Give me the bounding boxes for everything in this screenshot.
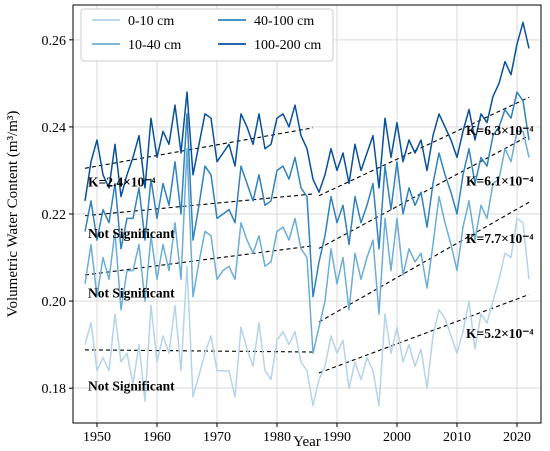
x-tick-label-1970: 1970 <box>203 430 231 445</box>
x-tick-label-1980: 1980 <box>263 430 291 445</box>
ns-10-40: Not Significant <box>88 286 175 301</box>
ns-0-10: Not Significant <box>88 378 175 393</box>
k-late-0-10: K=5.2×10⁻⁴ <box>466 326 533 341</box>
y-tick-label-0.22: 0.22 <box>42 208 67 223</box>
k-early-100-200: K=2.4×10⁻⁴ <box>88 175 155 190</box>
trend-40-100-late <box>318 135 530 249</box>
annotations: K=2.4×10⁻⁴ Not Significant Not Significant… <box>88 123 533 393</box>
series-line-40-100cm <box>84 91 530 298</box>
x-tick-label-1990: 1990 <box>323 430 351 445</box>
y-tick-label-0.26: 0.26 <box>42 34 67 49</box>
y-axis-ticks: 0.18 0.20 0.22 0.24 0.26 <box>42 34 73 397</box>
legend-label-100-200cm: 100-200 cm <box>254 38 321 53</box>
series-lines <box>84 21 530 407</box>
x-axis-ticks: 1950 1960 1970 1980 1990 2000 2010 2020 <box>83 423 531 445</box>
trend-10-40-late <box>318 201 530 323</box>
legend-box <box>80 8 334 62</box>
series-line-0-10cm <box>84 217 530 407</box>
x-tick-label-2000: 2000 <box>383 430 411 445</box>
legend: 0-10 cm 10-40 cm 40-100 cm 100-200 cm <box>80 8 334 62</box>
legend-label-0-10cm: 0-10 cm <box>128 14 174 29</box>
x-tick-label-1950: 1950 <box>83 430 111 445</box>
trend-0-10-late <box>318 294 530 374</box>
y-tick-label-0.24: 0.24 <box>42 121 67 136</box>
ns-40-100: Not Significant <box>88 226 175 241</box>
k-late-100-200: K=6.3×10⁻⁴ <box>466 123 533 138</box>
k-late-10-40: K=7.7×10⁻⁴ <box>466 231 533 246</box>
legend-label-40-100cm: 40-100 cm <box>254 14 314 29</box>
y-tick-label-0.2: 0.20 <box>42 295 67 310</box>
legend-label-10-40cm: 10-40 cm <box>128 38 181 53</box>
k-late-40-100: K=6.1×10⁻⁴ <box>466 174 533 189</box>
y-axis-title: Volumetric Water Content (m³/m³) <box>5 111 21 318</box>
x-tick-label-2010: 2010 <box>443 430 471 445</box>
x-axis-title: Year <box>293 434 321 450</box>
series-line-100-200cm <box>84 21 530 202</box>
trend-100-200-late <box>318 96 530 197</box>
y-tick-label-0.18: 0.18 <box>42 382 67 397</box>
x-tick-label-1960: 1960 <box>143 430 171 445</box>
x-tick-label-2020: 2020 <box>503 430 531 445</box>
series-line-10-40cm <box>84 130 530 355</box>
